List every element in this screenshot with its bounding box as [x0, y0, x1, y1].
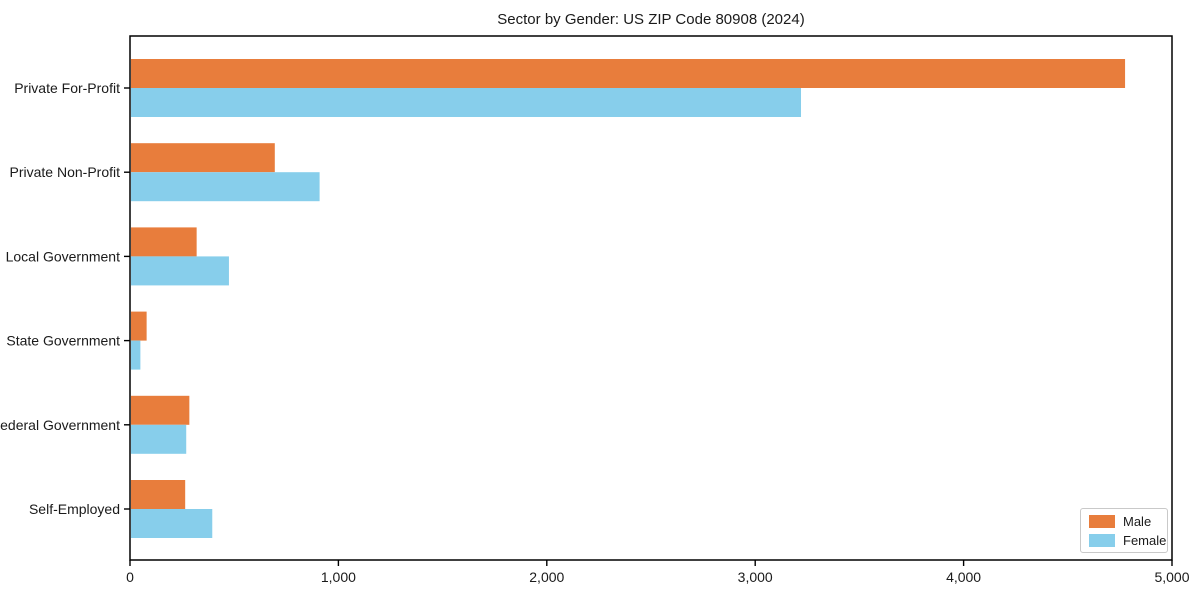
category-label: Self-Employed [29, 501, 120, 517]
bar-female-0 [131, 88, 802, 117]
bar-male-3 [131, 311, 147, 341]
x-tick-label: 4,000 [946, 569, 981, 585]
bar-female-4 [131, 424, 187, 454]
legend-label-female: Female [1123, 533, 1167, 548]
x-tick-label: 0 [126, 569, 134, 585]
category-label: State Government [6, 333, 120, 349]
legend-label-male: Male [1123, 514, 1152, 529]
bar-male-1 [131, 143, 275, 173]
category-label: Private Non-Profit [10, 164, 121, 180]
bar-female-2 [131, 256, 229, 286]
category-label: Local Government [6, 248, 121, 264]
x-tick-label: 3,000 [738, 569, 773, 585]
category-label: Federal Government [0, 417, 120, 433]
legend-item-female: Female [1089, 534, 1166, 547]
chart-title: Sector by Gender: US ZIP Code 80908 (202… [497, 11, 805, 28]
bar-female-5 [131, 509, 213, 538]
x-tick-label: 1,000 [321, 569, 356, 585]
x-tick-label: 5,000 [1154, 569, 1189, 585]
bar-male-4 [131, 395, 190, 425]
male-swatch-icon [1089, 515, 1115, 528]
plot-frame [129, 35, 1173, 561]
female-swatch-icon [1089, 534, 1115, 547]
bar-male-0 [131, 59, 1126, 88]
legend-item-male: Male [1089, 515, 1159, 528]
legend: Male Female [1080, 508, 1168, 553]
bar-male-5 [131, 480, 186, 509]
category-label: Private For-Profit [14, 80, 120, 96]
x-tick-label: 2,000 [529, 569, 564, 585]
bar-female-3 [131, 340, 141, 370]
bar-male-2 [131, 227, 197, 257]
bar-female-1 [131, 172, 320, 202]
